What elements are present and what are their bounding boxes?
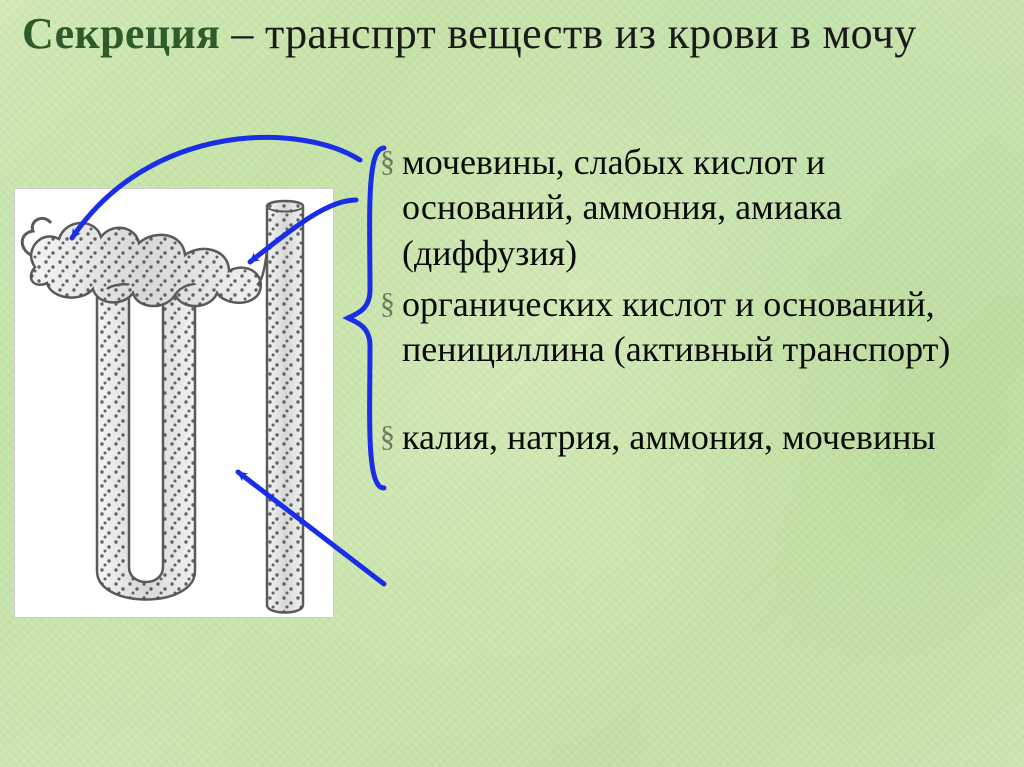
nephron-diagram (14, 188, 334, 618)
section-sign-icon: § (380, 415, 402, 453)
title-accent: Секреция (22, 9, 220, 58)
glomerulus-convoluted (22, 218, 267, 306)
slide: Секреция – транспрт веществ из крови в м… (0, 0, 1024, 767)
bullet-text: калия, натрия, аммония, мочевины (402, 415, 936, 460)
title-separator: – (220, 9, 265, 58)
title-rest: транспрт веществ из крови в мочу (265, 9, 917, 58)
slide-title: Секреция – транспрт веществ из крови в м… (22, 8, 1004, 60)
bullet-item: § органических кислот и оснований, пениц… (380, 282, 1000, 373)
bullet-list: § мочевины, слабых кислот и оснований, а… (380, 140, 1000, 466)
bullet-item: § калия, натрия, аммония, мочевины (380, 415, 1000, 460)
loop-of-henle (97, 285, 195, 600)
bullet-text: органических кислот и оснований, пеницил… (402, 282, 1000, 373)
bullet-text: мочевины, слабых кислот и оснований, амм… (402, 140, 1000, 276)
bullet-item: § мочевины, слабых кислот и оснований, а… (380, 140, 1000, 276)
collecting-duct (267, 201, 303, 613)
curly-brace (348, 148, 384, 488)
section-sign-icon: § (380, 140, 402, 178)
nephron-svg (15, 189, 335, 619)
section-sign-icon: § (380, 282, 402, 320)
